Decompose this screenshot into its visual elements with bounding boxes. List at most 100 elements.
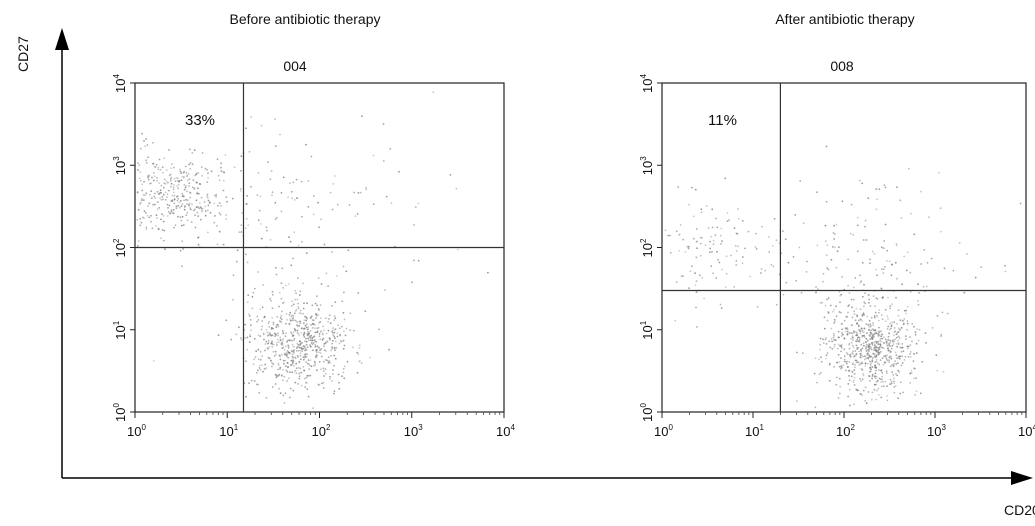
event-dot (173, 177, 176, 180)
event-dot (173, 202, 176, 205)
event-dot (859, 377, 861, 380)
event-dot (330, 349, 332, 352)
event-dot (826, 319, 829, 322)
event-dot (309, 339, 312, 341)
event-dot (324, 342, 327, 345)
event-dot (294, 381, 297, 384)
event-dot (342, 311, 345, 314)
event-dot (859, 352, 862, 355)
event-dot (940, 335, 942, 338)
event-dot (217, 334, 220, 336)
event-dot (248, 315, 251, 317)
event-dot (886, 359, 889, 362)
event-dot (197, 236, 200, 239)
event-dot (833, 318, 836, 321)
event-dot (887, 339, 890, 341)
event-dot (918, 328, 921, 331)
event-dot (232, 274, 235, 277)
event-dot (884, 320, 887, 323)
event-dot (290, 339, 293, 342)
event-dot (862, 355, 864, 358)
event-dot (326, 341, 329, 343)
event-dot (311, 337, 314, 340)
event-dot (259, 368, 262, 371)
event-dot (320, 348, 323, 350)
event-dot (942, 370, 945, 373)
event-dot (887, 349, 890, 352)
event-dot (331, 373, 334, 375)
event-dot (315, 313, 317, 315)
event-dot (252, 363, 255, 366)
event-dot (277, 341, 280, 343)
event-dot (824, 240, 827, 243)
event-dot (852, 298, 855, 301)
event-dot (173, 194, 176, 197)
event-dot (154, 203, 156, 206)
event-dot (878, 326, 880, 329)
event-dot (260, 328, 263, 331)
event-dot (870, 325, 872, 327)
event-dot (291, 343, 294, 346)
event-dot (193, 149, 196, 152)
event-dot (709, 247, 711, 250)
event-dot (814, 357, 817, 360)
event-dot (866, 332, 868, 335)
event-dot (716, 226, 719, 229)
event-dot (192, 209, 195, 212)
event-dot (152, 141, 154, 144)
event-dot (293, 337, 296, 340)
event-dot (940, 230, 942, 233)
event-dot (172, 188, 175, 191)
event-dot (257, 348, 260, 351)
event-dot (314, 346, 317, 348)
event-dot (886, 260, 888, 262)
event-dot (318, 226, 320, 229)
event-dot (206, 169, 208, 171)
event-dot (861, 313, 864, 316)
event-dot (830, 258, 833, 261)
event-dot (858, 341, 861, 343)
event-dot (847, 366, 849, 368)
event-dot (851, 316, 854, 319)
event-dot (320, 330, 323, 332)
event-dot (332, 339, 334, 342)
event-dot (382, 160, 385, 162)
event-dot (869, 335, 871, 337)
event-dot (360, 362, 363, 365)
event-dot (319, 338, 322, 341)
event-dot (898, 357, 901, 360)
event-dot (718, 261, 721, 264)
event-dot (197, 187, 199, 190)
event-dot (179, 199, 182, 202)
event-dot (153, 195, 156, 198)
event-dot (341, 325, 343, 328)
event-dot (895, 333, 898, 336)
event-dot (897, 343, 900, 346)
event-dot (356, 213, 359, 215)
event-dot (329, 322, 332, 324)
event-dot (841, 200, 844, 203)
event-dot (244, 227, 247, 230)
event-dot (284, 353, 287, 356)
event-dot (248, 313, 250, 315)
event-dot (324, 372, 327, 375)
event-dot (826, 244, 829, 247)
event-dot (274, 218, 277, 221)
event-dot (285, 313, 288, 315)
event-dot (861, 295, 864, 298)
event-dot (267, 348, 270, 350)
event-dot (862, 344, 865, 347)
event-dot (295, 292, 297, 295)
event-dot (275, 353, 278, 356)
event-dot (186, 219, 189, 222)
event-dot (276, 323, 279, 326)
x-tick-label: 103 (927, 423, 946, 439)
event-dot (875, 369, 877, 372)
event-dot (299, 294, 301, 296)
event-dot (279, 366, 282, 369)
event-dot (725, 255, 728, 258)
event-dot (158, 207, 161, 209)
event-dot (875, 332, 878, 335)
event-dot (735, 260, 738, 262)
event-dot (338, 342, 341, 345)
